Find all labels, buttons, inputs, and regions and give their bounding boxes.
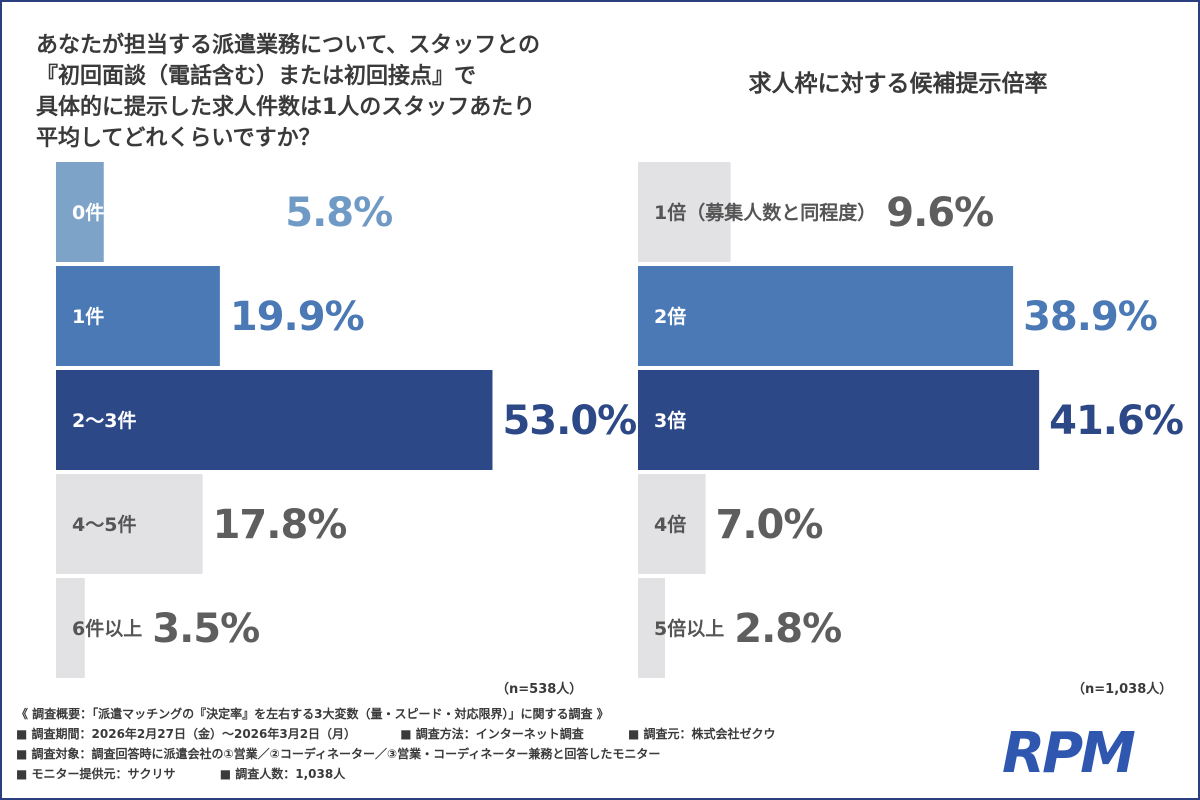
right-value-label-2: 41.6% [1049, 398, 1183, 444]
left-category-label-1: 1件 [72, 305, 104, 328]
left-bar-4 [56, 578, 85, 678]
left-title-line-2: 『初回面談（電話含む）または初回接点』で [36, 64, 477, 89]
right-bar-0 [638, 162, 731, 262]
footer-provider: ■ モニター提供元：サクリサ [16, 767, 176, 781]
right-bar-3 [638, 474, 706, 574]
right-value-label-3: 7.0% [716, 502, 823, 548]
left-title-line-3: 具体的に提示した求人件数は1人のスタッフあたり [36, 95, 536, 120]
right-value-label-0: 9.6% [886, 190, 993, 236]
left-category-label-3: 4〜5件 [72, 513, 136, 536]
left-title-line-4: 平均してどれくらいですか？ [36, 126, 321, 151]
footer-method: ■ 調査方法：インターネット調査 [400, 727, 584, 741]
right-value-label-4: 2.8% [734, 606, 841, 652]
right-bar-4 [638, 578, 665, 678]
footer-target: ■ 調査対象：調査回答時に派遣会社の①営業／②コーディネーター／③営業・コーディ… [16, 747, 661, 761]
rpm-logo-svg: RPM [1002, 721, 1138, 786]
right-bar-chart: 1倍（募集人数と同程度） 9.6% 2倍 38.9% 3倍 41.6% 4倍 7.0% 5倍以上… [638, 160, 1184, 680]
footer-overview: 《 調査概要：「派遣マッチングの『決定率』を左右する3大変数（量・スピード・対応… [16, 707, 609, 721]
right-bar-1 [638, 266, 1014, 366]
footer-count: ■ 調査人数：1,038人 [219, 767, 346, 781]
right-category-label-2: 3倍 [654, 409, 686, 432]
right-category-label-0: 1倍（募集人数と同程度） [654, 201, 876, 224]
left-category-label-2: 2〜3件 [72, 409, 136, 432]
rpm-logo: RPM [998, 721, 1188, 786]
footer-row-2: ■ 調査期間：2026年2月27日（金）〜2026年3月2日（月） ■ 調査方法… [16, 724, 976, 744]
left-title-line-1: あなたが担当する派遣業務について、スタッフとの [36, 33, 541, 58]
left-bar-3 [56, 474, 203, 574]
right-bar-2 [638, 370, 1040, 470]
left-value-label-4: 3.5% [152, 606, 259, 652]
rpm-logo-text: RPM [1002, 724, 1135, 780]
right-sample-size: （n=1,038人） [1072, 682, 1173, 697]
right-category-label-1: 2倍 [654, 305, 686, 328]
footer-row-4: ■ モニター提供元：サクリサ ■ 調査人数：1,038人 [16, 764, 976, 784]
right-category-label-4: 5倍以上 [654, 617, 724, 640]
left-sample-size: （n=538人） [496, 682, 583, 697]
left-bar-chart: 0件（ヒアリングのみ） 5.8% 1件 19.9% 2〜3件 53.0% 4〜5件 17.8%… [56, 160, 637, 680]
left-category-label-4: 6件以上 [72, 617, 142, 640]
right-chart-title: 求人枠に対する候補提示倍率 [748, 71, 1048, 97]
left-bar-0 [56, 162, 104, 262]
right-value-label-1: 38.9% [1023, 294, 1157, 340]
left-value-label-3: 17.8% [213, 502, 347, 548]
right-category-label-3: 4倍 [654, 513, 686, 536]
right-bar-chart-svg: 1倍（募集人数と同程度） 9.6% 2倍 38.9% 3倍 41.6% 4倍 7.0% 5倍以上… [638, 162, 1184, 678]
left-chart-title: あなたが担当する派遣業務について、スタッフとの 『初回面談（電話含む）または初回… [36, 30, 636, 154]
left-value-label-1: 19.9% [230, 294, 364, 340]
left-bar-1 [56, 266, 220, 366]
survey-footer: 《 調査概要：「派遣マッチングの『決定率』を左右する3大変数（量・スピード・対応… [16, 704, 976, 784]
footer-source: ■ 調査元：株式会社ゼクウ [627, 727, 776, 741]
left-category-label-0: 0件（ヒアリングのみ） [72, 201, 275, 224]
left-bar-2 [56, 370, 493, 470]
left-value-label-2: 53.0% [502, 398, 636, 444]
left-bar-chart-svg: 0件（ヒアリングのみ） 5.8% 1件 19.9% 2〜3件 53.0% 4〜5件 17.8%… [56, 162, 637, 678]
left-value-label-0: 5.8% [285, 190, 392, 236]
footer-period: ■ 調査期間：2026年2月27日（金）〜2026年3月2日（月） [16, 727, 357, 741]
